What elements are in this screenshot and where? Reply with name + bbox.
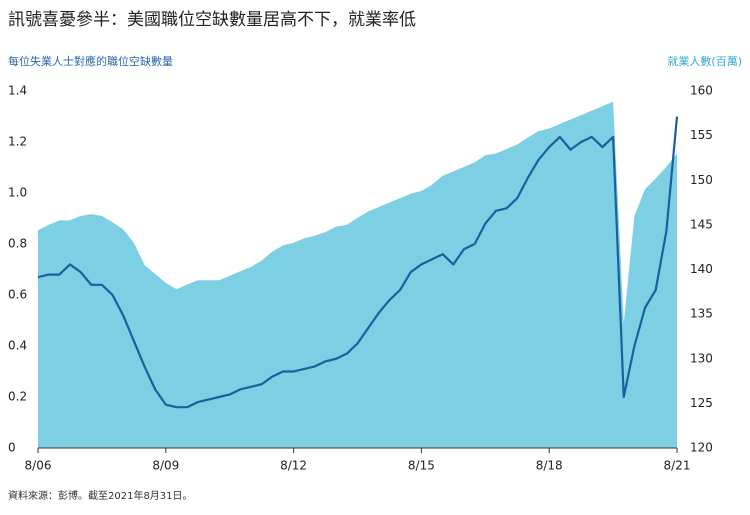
x-tick-label: 8/06 bbox=[25, 459, 52, 473]
y2-tick-label: 155 bbox=[690, 128, 713, 142]
y-tick-label: 0.6 bbox=[8, 288, 27, 302]
employment-area bbox=[38, 101, 677, 449]
y2-axis-label: 就業人數(百萬) bbox=[667, 54, 742, 68]
y2-tick-label: 125 bbox=[690, 396, 713, 410]
y-tick-label: 0.4 bbox=[8, 339, 27, 353]
y-tick-label: 0.2 bbox=[8, 390, 27, 404]
y2-tick-label: 160 bbox=[690, 84, 713, 98]
x-tick-label: 8/21 bbox=[664, 459, 691, 473]
y-tick-label: 0 bbox=[8, 441, 16, 455]
y-axis-label: 每位失業人士對應的職位空缺數量 bbox=[8, 54, 173, 68]
y2-tick-label: 120 bbox=[690, 441, 713, 455]
x-tick-label: 8/15 bbox=[408, 459, 435, 473]
chart-title: 訊號喜憂參半：美國職位空缺數量居高不下，就業率低 bbox=[8, 10, 416, 30]
x-tick-label: 8/18 bbox=[536, 459, 563, 473]
y2-tick-label: 150 bbox=[690, 173, 713, 187]
source-note: 資料來源：彭博。截至2021年8月31日。 bbox=[8, 489, 193, 502]
y-tick-label: 1.0 bbox=[8, 186, 27, 200]
x-tick-label: 8/12 bbox=[280, 459, 307, 473]
y2-tick-label: 135 bbox=[690, 307, 713, 321]
y2-tick-label: 145 bbox=[690, 217, 713, 231]
y-tick-label: 1.4 bbox=[8, 84, 27, 98]
y2-tick-label: 130 bbox=[690, 351, 713, 365]
y-tick-label: 1.2 bbox=[8, 135, 27, 149]
ratio-line bbox=[37, 116, 679, 409]
y-tick-label: 0.8 bbox=[8, 237, 27, 251]
y2-tick-label: 140 bbox=[690, 262, 713, 276]
x-tick-label: 8/09 bbox=[152, 459, 179, 473]
